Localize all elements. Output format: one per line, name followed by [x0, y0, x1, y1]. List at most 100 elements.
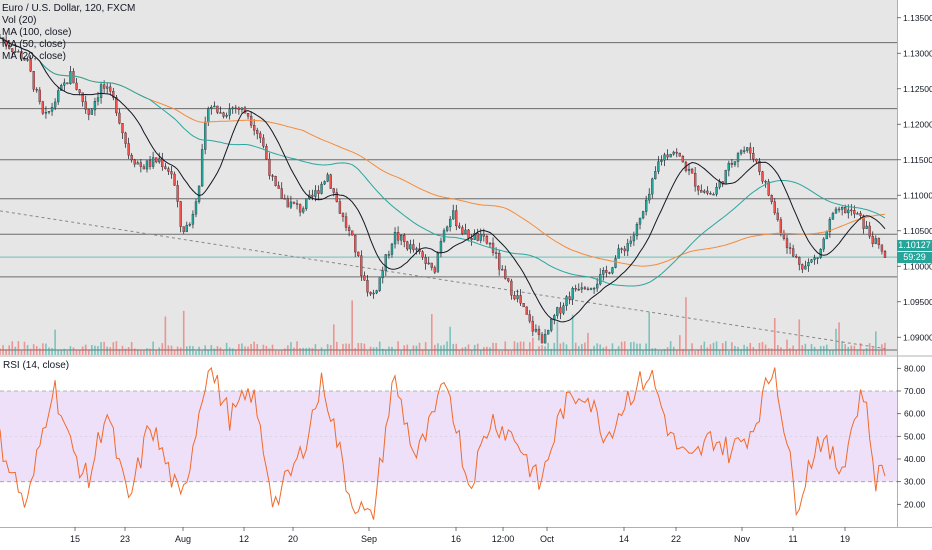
candle-down [504, 269, 507, 279]
volume-bar [271, 344, 274, 355]
volume-bar [538, 346, 540, 355]
candle-up [225, 115, 228, 117]
candle-up [204, 121, 207, 150]
candle-down [286, 198, 290, 208]
candle-down [773, 201, 776, 214]
candle-down [256, 130, 259, 134]
candle-down [706, 190, 709, 194]
candle-up [672, 151, 675, 155]
candle-up [571, 288, 574, 300]
volume-bar [556, 321, 559, 355]
indicator-legend[interactable]: Euro / U.S. Dollar, 120, FXCM Vol (20) M… [2, 3, 135, 63]
volume-bar [17, 341, 20, 355]
legend-vol[interactable]: Vol (20) [2, 15, 37, 26]
volume-bar [709, 344, 712, 355]
candle-up [825, 231, 828, 240]
volume-bar [434, 344, 436, 355]
volume-bar [663, 349, 666, 355]
volume-bar [280, 350, 283, 355]
candle-up [580, 287, 583, 290]
volume-bar [357, 343, 360, 355]
volume-bar [574, 342, 577, 355]
volume-bar [633, 341, 635, 355]
candle-down [366, 280, 369, 293]
candle-up [638, 217, 642, 225]
legend-ma100[interactable]: MA (100, close) [2, 27, 72, 38]
volume-bar [700, 345, 703, 355]
legend-ma20[interactable]: MA (20, close) [2, 51, 66, 62]
volume-bar [498, 350, 500, 355]
candle-down [767, 181, 770, 196]
candle-down [4, 40, 8, 46]
candle-up [807, 262, 810, 267]
candle-down [782, 232, 786, 239]
candle-down [363, 275, 366, 281]
volume-bar [351, 300, 353, 355]
volume-bar [728, 350, 730, 355]
volume-bar [397, 341, 399, 355]
candle-down [700, 190, 703, 193]
candle-up [381, 270, 384, 279]
candle-down [127, 143, 130, 156]
candle-up [387, 254, 391, 256]
volume-bar [287, 345, 289, 355]
symbol-title[interactable]: Euro / U.S. Dollar, 120, FXCM [2, 3, 136, 14]
volume-bar [841, 341, 843, 355]
volume-bar [749, 342, 752, 355]
rsi-legend[interactable]: RSI (14, close) [3, 360, 70, 371]
candle-up [415, 248, 418, 251]
rsi-tick-label: 30.00 [904, 477, 926, 487]
countdown-tag: 59:29 [897, 252, 932, 263]
candle-down [788, 247, 792, 249]
candle-down [675, 151, 678, 154]
candle-up [746, 147, 749, 151]
legend-ma50[interactable]: MA (50, close) [2, 39, 66, 50]
volume-bar [103, 341, 105, 355]
rsi-pane[interactable] [0, 357, 897, 527]
time-tick-label: 12:00 [492, 534, 515, 544]
candle-down [871, 236, 874, 244]
candle-down [678, 152, 681, 157]
volume-bar [274, 350, 277, 355]
candle-down [32, 71, 35, 90]
rsi-tick-label: 60.00 [904, 409, 926, 419]
candle-down [498, 253, 501, 270]
candle-up [739, 150, 743, 154]
candle-up [384, 254, 387, 271]
volume-bar [639, 343, 641, 355]
candle-up [314, 190, 317, 197]
candle-down [268, 158, 271, 176]
candle-up [727, 163, 730, 171]
candle-down [559, 307, 562, 314]
volume-bar [773, 318, 776, 355]
candle-down [72, 71, 75, 84]
volume-bar [323, 349, 326, 355]
rsi-line [0, 366, 886, 520]
candle-down [583, 287, 587, 290]
volume-bar [158, 347, 161, 355]
candle-up [427, 262, 430, 265]
volume-bar [642, 349, 644, 355]
volume-bar [265, 345, 268, 355]
volume-bar [253, 341, 255, 355]
candle-down [537, 328, 541, 335]
time-tick-label: Nov [734, 534, 751, 544]
candle-down [295, 203, 299, 205]
volume-bar [492, 342, 494, 355]
price-pane[interactable] [0, 0, 897, 355]
candle-down [519, 295, 522, 304]
candle-down [265, 146, 268, 160]
rsi-tick-label: 40.00 [904, 454, 926, 464]
volume-bar [112, 342, 115, 355]
volume-bar [795, 349, 797, 355]
volume-bar [875, 331, 877, 355]
candle-up [629, 240, 632, 244]
candle-up [577, 288, 580, 291]
volume-bar [550, 348, 553, 355]
candle-up [393, 232, 397, 245]
volume-bar [804, 343, 807, 355]
volume-bar [832, 350, 834, 355]
volume-bar [532, 337, 534, 355]
volume-bar [731, 342, 733, 355]
